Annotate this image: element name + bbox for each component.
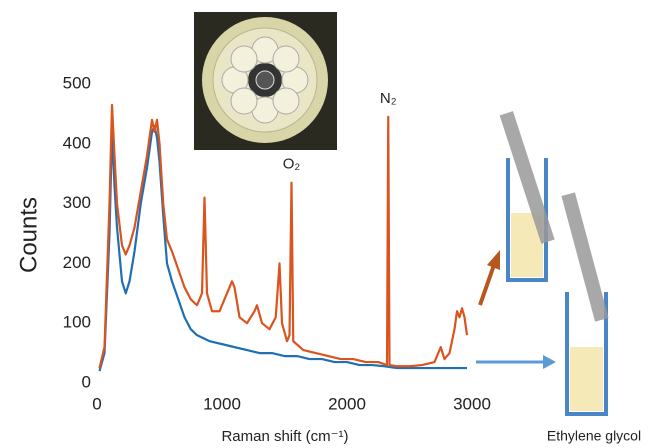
y-tick-label: 300 [63,193,91,212]
peak-annotation: N₂ [380,90,397,107]
x-tick-label: 0 [92,394,101,413]
y-tick-label: 100 [63,313,91,332]
side-label: Ethylene glycol [547,428,641,444]
y-axis-label: Counts [15,197,42,273]
y-tick-label: 400 [63,133,91,152]
y-tick-label: 500 [63,73,91,92]
x-tick-label: 3000 [453,394,491,413]
y-tick-label: 0 [82,372,91,391]
figure: Counts Raman shift (cm⁻¹) Ethylene glyco… [0,0,654,448]
fiber-photo [194,12,337,150]
y-tick-label: 200 [63,253,91,272]
x-tick-label: 2000 [328,394,366,413]
vial-diagram [500,111,609,414]
x-tick-label: 1000 [203,394,241,413]
x-axis-label: Raman shift (cm⁻¹) [221,428,348,445]
peak-annotation: O₂ [283,156,301,173]
